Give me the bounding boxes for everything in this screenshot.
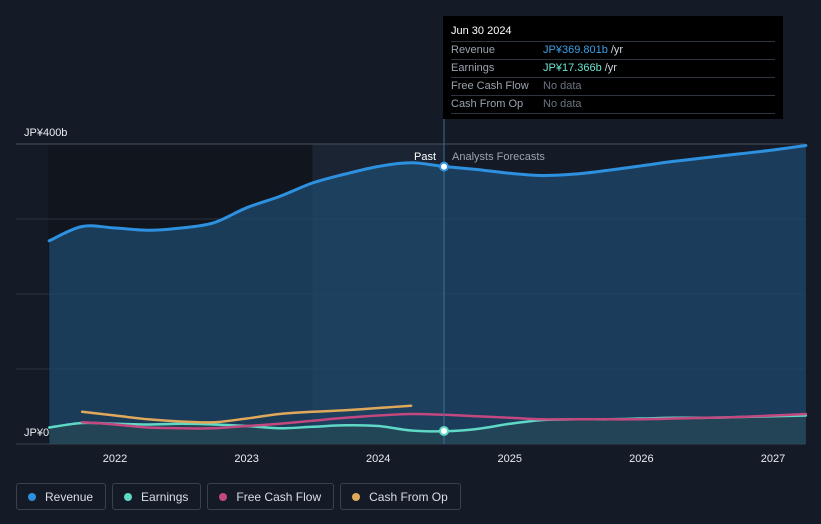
- legend-item-free-cash-flow[interactable]: Free Cash Flow: [207, 483, 335, 510]
- x-tick-label: 2025: [498, 453, 522, 465]
- legend-label: Earnings: [141, 489, 189, 504]
- earnings-highlight-marker: [439, 425, 449, 436]
- legend-item-earnings[interactable]: Earnings: [112, 483, 202, 510]
- revenue-line: [47, 144, 808, 243]
- legend: Revenue Earnings Free Cash Flow Cash Fro…: [16, 483, 461, 510]
- tooltip-value: No data: [543, 98, 582, 110]
- tooltip-row-cash-from-op: Cash From Op No data: [451, 96, 775, 114]
- x-tick-label: 2027: [761, 453, 785, 465]
- y-axis-top-label: JP¥400b: [24, 127, 67, 139]
- revenue-highlight-marker: [439, 161, 449, 172]
- past-label: Past: [414, 151, 436, 163]
- tooltip-unit: /yr: [610, 44, 624, 56]
- tooltip-value: JP¥17.366b: [543, 62, 602, 74]
- tooltip: Jun 30 2024 Revenue JP¥369.801b /yr Earn…: [443, 16, 783, 119]
- tooltip-unit: /yr: [604, 62, 617, 74]
- x-tick-label: 2024: [366, 453, 390, 465]
- tooltip-row-earnings: Earnings JP¥17.366b /yr: [451, 60, 775, 78]
- free-cash-flow-dot-icon: [219, 492, 228, 501]
- revenue-area: [49, 145, 806, 444]
- x-tick-label: 2022: [103, 453, 127, 465]
- tooltip-label: Revenue: [451, 44, 496, 56]
- legend-item-cash-from-op[interactable]: Cash From Op: [340, 483, 461, 510]
- tooltip-label: Free Cash Flow: [451, 80, 529, 92]
- legend-item-revenue[interactable]: Revenue: [16, 483, 107, 510]
- earnings-area: [49, 415, 806, 444]
- tooltip-value: JP¥369.801b: [543, 44, 608, 56]
- legend-label: Revenue: [45, 489, 94, 504]
- tooltip-date: Jun 30 2024: [451, 24, 775, 42]
- y-axis-bottom-label: JP¥0: [24, 427, 49, 439]
- legend-label: Free Cash Flow: [236, 489, 322, 504]
- tooltip-label: Cash From Op: [451, 98, 524, 110]
- tooltip-label: Earnings: [451, 62, 495, 74]
- revenue-dot-icon: [28, 492, 36, 501]
- cash-from-op-line: [80, 404, 413, 424]
- tooltip-row-free-cash-flow: Free Cash Flow No data: [451, 78, 775, 96]
- x-tick-label: 2026: [629, 453, 653, 465]
- x-tick-label: 2023: [234, 453, 258, 465]
- forecast-label: Analysts Forecasts: [452, 151, 545, 163]
- tooltip-value: No data: [543, 80, 582, 92]
- tooltip-row-revenue: Revenue JP¥369.801b /yr: [451, 42, 775, 60]
- cash-from-op-dot-icon: [352, 492, 361, 501]
- legend-label: Cash From Op: [369, 489, 448, 504]
- earnings-dot-icon: [124, 492, 133, 501]
